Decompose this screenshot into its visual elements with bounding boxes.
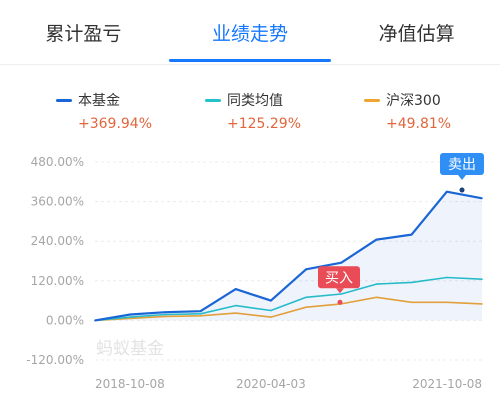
series-line-csi300: [94, 296, 483, 322]
y-tick-label: -120.00%: [26, 353, 84, 367]
data-point: [481, 278, 483, 280]
legend-name: 本基金: [78, 93, 120, 109]
series-line-peer-average: [94, 276, 483, 322]
data-point: [164, 313, 167, 316]
x-tick-label: 2020-04-03: [236, 377, 306, 391]
tab-label: 业绩走势: [212, 22, 289, 45]
data-point: [410, 233, 413, 236]
sell-point: [459, 187, 465, 193]
tab-performance-trend[interactable]: 业绩走势: [167, 0, 334, 64]
data-point: [129, 313, 131, 316]
data-point: [164, 311, 167, 313]
data-point: [234, 288, 237, 290]
data-point: [305, 306, 307, 308]
y-tick-label: 360.00%: [31, 195, 84, 209]
data-point: [446, 301, 448, 304]
legend-return: +49.81%: [386, 116, 452, 132]
data-point: [446, 276, 448, 279]
watermark-text: 蚂蚁基金: [96, 339, 164, 359]
legend-name: 同类均值: [227, 93, 283, 109]
data-point: [305, 296, 307, 299]
data-point: [340, 261, 343, 264]
tabs-divider: [0, 64, 500, 65]
data-point: [164, 315, 167, 318]
data-point: [340, 293, 343, 295]
buy-marker-label: 买入: [325, 270, 353, 286]
sell-marker-label: 卖出: [448, 157, 476, 173]
data-point: [199, 314, 202, 317]
tab-label: 累计盈亏: [45, 22, 122, 45]
data-point: [199, 313, 202, 315]
data-point: [234, 312, 237, 314]
legend-swatch-csi300: [364, 98, 380, 102]
y-tick-label: 480.00%: [31, 155, 84, 169]
data-point: [410, 301, 413, 304]
tab-nav-estimate[interactable]: 净值估算: [333, 0, 500, 64]
sell-marker-pointer: [458, 175, 466, 181]
data-point: [129, 316, 131, 318]
legend-swatch-fund: [56, 98, 72, 102]
legend-csi300[interactable]: 沪深300 +49.81%: [364, 90, 451, 132]
tab-label: 净值估算: [378, 22, 455, 45]
buy-marker-pointer: [336, 288, 344, 294]
performance-chart[interactable]: 480.00% 360.00% 240.00% 120.00% 0.00% -120.00…: [0, 140, 500, 420]
data-point: [446, 190, 448, 193]
legend-fund[interactable]: 本基金 +369.94%: [56, 90, 152, 132]
data-point: [270, 316, 272, 318]
data-point: [481, 197, 483, 200]
chart-svg: 480.00% 360.00% 240.00% 120.00% 0.00% -120.00…: [26, 153, 484, 391]
tab-cumulative-profit[interactable]: 累计盈亏: [0, 0, 167, 64]
x-tick-label: 2021-10-08: [412, 377, 482, 391]
data-point: [199, 310, 202, 312]
legend-swatch-peer: [205, 98, 221, 102]
legend-return: +369.94%: [78, 116, 153, 132]
data-point: [234, 304, 237, 307]
data-point: [305, 268, 307, 271]
data-point: [375, 283, 378, 285]
y-tick-label: 0.00%: [46, 313, 84, 327]
sell-marker: [440, 153, 484, 176]
series-line-fund: [94, 190, 483, 322]
data-point: [375, 296, 378, 299]
y-tick-label: 240.00%: [31, 234, 84, 248]
tab-bar: 累计盈亏 业绩走势 净值估算: [0, 0, 500, 64]
x-tick-label: 2018-10-08: [95, 377, 165, 391]
buy-marker: [318, 266, 360, 289]
data-point: [375, 238, 378, 241]
buy-point: [337, 299, 343, 305]
data-point: [94, 319, 96, 322]
legend-name: 沪深300: [386, 93, 441, 109]
data-point: [270, 309, 272, 312]
data-point: [410, 281, 413, 284]
series-area-fund: [95, 191, 482, 321]
data-point: [481, 303, 483, 305]
y-tick-label: 120.00%: [31, 274, 84, 288]
legend-return: +125.29%: [227, 116, 302, 132]
data-point: [129, 317, 131, 320]
legend-peer-average[interactable]: 同类均值 +125.29%: [205, 90, 301, 132]
data-point: [270, 299, 272, 302]
